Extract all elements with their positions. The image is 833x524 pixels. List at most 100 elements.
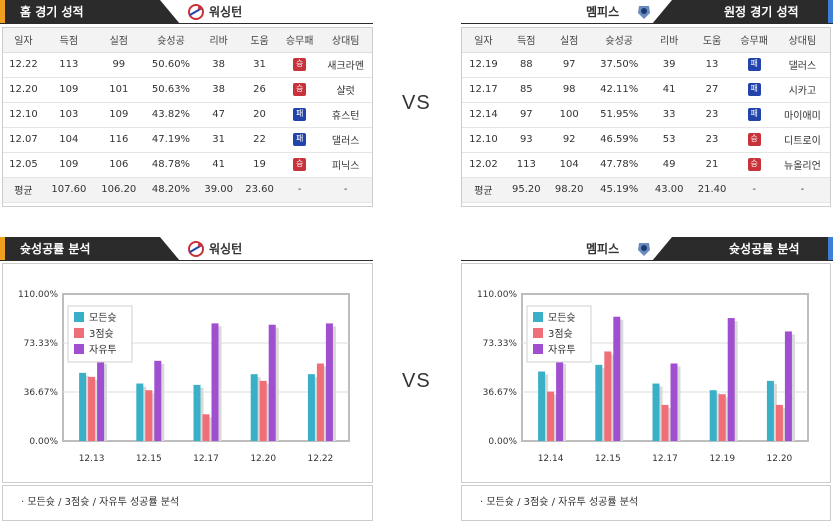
bar-three (316, 363, 324, 441)
wizards-logo-icon (188, 241, 204, 257)
legend-swatch (533, 344, 543, 354)
table-cell: 41 (198, 152, 240, 178)
column-header: 슛성공 (590, 28, 648, 53)
bar-all (538, 371, 546, 441)
header-underline (461, 260, 833, 261)
table-cell: 109 (43, 77, 94, 103)
loss-badge: 패 (293, 108, 307, 121)
table-row: 12.10 93 92 46.59% 53 23 승 디트로이 (462, 127, 830, 153)
legend-label: 자유투 (548, 344, 576, 356)
result-badge-cell: 패 (733, 52, 775, 78)
bar-ft (727, 318, 735, 441)
y-tick-label: 73.33% (24, 339, 59, 349)
table-cell: 38 (198, 52, 240, 78)
bar-three (88, 376, 96, 441)
bar-ft (268, 324, 276, 441)
vs-label: VS (402, 92, 431, 114)
column-header: 실점 (547, 28, 591, 53)
left-chart-header: 슛성공률 분석 워싱턴 (0, 237, 373, 261)
table-cell: 85 (504, 77, 548, 103)
column-header: 상대팀 (774, 28, 830, 53)
bar-three (661, 404, 669, 441)
x-tick-label: 12.17 (652, 454, 678, 464)
column-header: 승무패 (733, 28, 775, 53)
table-cell: - (279, 177, 320, 203)
table-cell: 113 (504, 152, 548, 178)
legend-swatch (74, 344, 84, 354)
bar-three (775, 404, 783, 441)
column-header: 득점 (504, 28, 548, 53)
table-cell: 41 (647, 77, 691, 103)
bar-three (202, 414, 210, 441)
right-games-table: 일자 득점 실점 슛성공 리바 도움 승무패 상대팀 12.19 88 97 37.50% 39 13 패… (461, 27, 831, 207)
x-tick-label: 12.20 (767, 454, 793, 464)
table-cell: 12.19 (462, 52, 505, 78)
legend-label: 자유투 (89, 344, 117, 356)
table-cell: 12.10 (462, 127, 505, 153)
right-chart-team: 멤피스 (586, 242, 620, 256)
caption-text: 모든슛 / 3점슛 / 자유투 성공률 분석 (27, 497, 180, 508)
bullet-dot: · (21, 497, 28, 508)
left-chart-title: 슛성공률 분석 (20, 242, 91, 256)
grizzlies-logo-icon (638, 243, 650, 256)
table-cell: 49 (647, 152, 691, 178)
table-cell: 12.10 (3, 102, 44, 128)
bar-ft (154, 360, 162, 441)
table-cell: 37.50% (590, 52, 648, 78)
y-tick-label: 36.67% (24, 388, 59, 398)
table-cell: 99 (93, 52, 144, 78)
result-badge-cell: 패 (279, 102, 320, 128)
table-cell: 휴스턴 (319, 102, 372, 128)
table-cell: 48.78% (143, 152, 199, 178)
table-cell: 12.14 (462, 102, 505, 128)
table-cell: 12.05 (3, 152, 44, 178)
column-header: 실점 (93, 28, 144, 53)
y-tick-label: 110.00% (18, 290, 58, 300)
table-row: 12.19 88 97 37.50% 39 13 패 댈러스 (462, 52, 830, 78)
x-tick-label: 12.20 (250, 454, 276, 464)
table-cell: 92 (547, 127, 591, 153)
table-cell: 50.60% (143, 52, 199, 78)
table-cell: 97 (504, 102, 548, 128)
x-tick-label: 12.15 (595, 454, 621, 464)
right-chart-svg: 110.00% 73.33% 36.67% 0.00% 12.14 12.15 12.17 1… (477, 290, 809, 464)
grizzlies-logo-icon (638, 6, 650, 19)
table-cell: 12.17 (462, 77, 505, 103)
left-home-header: 홈 경기 성적 워싱턴 (0, 0, 373, 24)
table-cell: 106 (93, 152, 144, 178)
table-row: 12.05 109 106 48.78% 41 19 승 피닉스 (3, 152, 372, 178)
bar-all (766, 380, 774, 441)
bar-three (547, 391, 555, 441)
table-cell: 39 (647, 52, 691, 78)
left-chart-svg: 110.00% 73.33% 36.67% 0.00% 12.13 12.15 12.17 1… (18, 290, 350, 464)
bar-all (250, 374, 258, 441)
bar-ft (613, 316, 621, 441)
header-tab-shape (5, 237, 180, 261)
bar-ft (784, 331, 792, 441)
column-header: 득점 (43, 28, 94, 53)
y-tick-label: 36.67% (483, 388, 518, 398)
table-cell: 45.19% (590, 177, 648, 203)
header-tab-shape (652, 0, 828, 24)
loss-badge: 패 (293, 133, 307, 146)
legend-swatch (533, 312, 543, 322)
bar-three (145, 390, 153, 441)
table-cell: - (319, 177, 372, 203)
table-row: 12.02 113 104 47.78% 49 21 승 뉴올리언 (462, 152, 830, 178)
table-cell: 47.19% (143, 127, 199, 153)
table-cell: 104 (547, 152, 591, 178)
table-cell: 20 (239, 102, 280, 128)
right-shooting-chart: 110.00% 73.33% 36.67% 0.00% 12.14 12.15 12.17 1… (461, 263, 831, 483)
bar-all (652, 383, 660, 441)
y-tick-label: 73.33% (483, 339, 518, 349)
x-tick-label: 12.22 (308, 454, 334, 464)
loss-badge: 패 (747, 58, 761, 71)
average-row: 평균 95.20 98.20 45.19% 43.00 21.40- - (462, 177, 830, 203)
table-cell: 뉴올리언 (774, 152, 830, 178)
table-cell: 98 (547, 77, 591, 103)
table-cell: 109 (93, 102, 144, 128)
table-cell: 88 (504, 52, 548, 78)
y-tick-label: 0.00% (29, 437, 58, 447)
column-header: 리바 (647, 28, 691, 53)
bar-three (718, 394, 726, 441)
